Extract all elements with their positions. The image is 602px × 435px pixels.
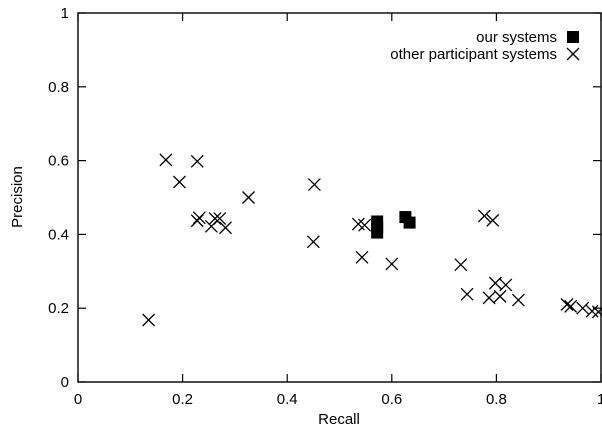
- cross-marker: [460, 287, 474, 301]
- cross-marker: [192, 211, 206, 225]
- cross-marker: [306, 235, 320, 249]
- cross-marker: [307, 178, 321, 192]
- legend-label: our systems: [476, 29, 557, 46]
- y-tick-label: 0.4: [48, 226, 69, 243]
- cross-marker: [213, 212, 227, 225]
- data-points: [142, 153, 602, 327]
- legend-cross-marker: [566, 47, 580, 61]
- plot-frame: [77, 12, 602, 383]
- cross-marker: [190, 154, 204, 168]
- cross-marker: [242, 191, 255, 204]
- y-tick-label: 0: [61, 374, 69, 391]
- cross-marker: [493, 289, 507, 303]
- legend-label: other participant systems: [390, 46, 557, 63]
- square-marker: [403, 216, 416, 229]
- cross-marker: [576, 301, 590, 315]
- cross-marker: [488, 276, 502, 290]
- legend-square-marker: [567, 31, 579, 43]
- cross-marker: [454, 258, 468, 272]
- x-tick-label: 0.4: [277, 391, 298, 408]
- y-tick-label: 0.6: [48, 153, 69, 170]
- cross-marker: [560, 298, 574, 311]
- cross-marker: [486, 213, 500, 227]
- cross-marker: [358, 218, 372, 232]
- cross-marker: [511, 293, 525, 307]
- y-tick-label: 0.8: [48, 79, 69, 96]
- cross-marker: [564, 299, 578, 313]
- x-tick-label: 0.8: [486, 391, 507, 408]
- x-tick-label: 0.2: [172, 391, 193, 408]
- cross-marker: [219, 221, 232, 235]
- cross-marker: [482, 291, 496, 305]
- cross-marker: [585, 304, 599, 318]
- x-tick-label: 0.6: [381, 391, 402, 408]
- square-marker: [371, 226, 384, 239]
- cross-marker: [159, 153, 173, 167]
- cross-marker: [499, 278, 513, 292]
- y-axis-label: Precision: [9, 166, 26, 228]
- cross-marker: [142, 313, 156, 327]
- cross-marker: [351, 217, 365, 231]
- cross-marker: [591, 305, 602, 319]
- y-tick-label: 1: [61, 5, 69, 22]
- cross-marker: [477, 209, 491, 223]
- axis-ticks: 0 0.2 0.4 0.6 0.8 1 0 0.2 0.4 0.6 0.8 1: [48, 5, 602, 408]
- cross-marker: [208, 212, 222, 225]
- y-tick-label: 0.2: [48, 300, 69, 317]
- cross-marker: [173, 175, 186, 189]
- cross-marker: [355, 250, 369, 264]
- cross-marker: [385, 257, 399, 271]
- x-tick-label: 1: [597, 391, 602, 408]
- x-axis-label: Recall: [318, 411, 360, 428]
- x-tick-label: 0: [74, 391, 82, 408]
